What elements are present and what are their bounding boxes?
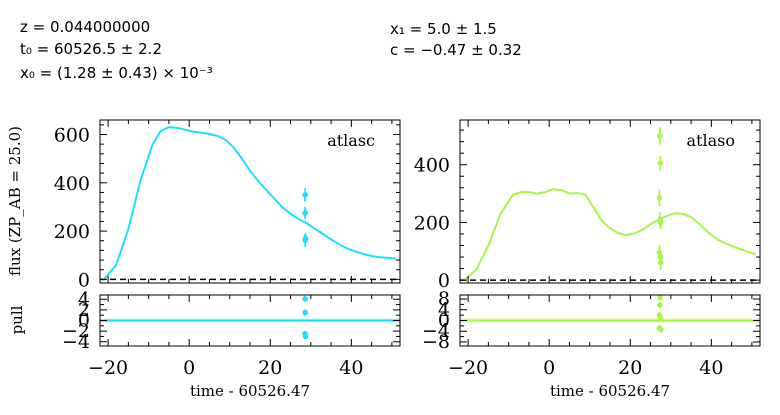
param-z: z = 0.044000000 (20, 18, 151, 36)
data-point (657, 133, 663, 139)
pull-y-tick-label: −2 (62, 320, 90, 342)
pull-point (657, 315, 664, 322)
data-point (302, 210, 308, 216)
pull-point (657, 295, 664, 301)
x-tick-label: 40 (699, 357, 723, 379)
y-tick-label: 0 (438, 270, 450, 292)
model-curve (463, 188, 757, 281)
x-tick-label: −20 (88, 357, 128, 379)
data-point (657, 219, 664, 226)
pull-plot-area (100, 295, 400, 340)
pull-y-tick-label: 4 (78, 288, 90, 310)
y-tick-label: 600 (54, 124, 90, 146)
y-tick-label: 200 (54, 221, 90, 243)
panel-atlaso (459, 119, 761, 347)
x-tick-label: 0 (183, 357, 195, 379)
pull-y-tick-label: 0 (438, 310, 450, 332)
main-plot-area (460, 127, 760, 281)
pull-axis-label: pull (8, 305, 26, 334)
pull-y-tick-label: −8 (422, 331, 450, 353)
pull-y-tick-label: 2 (78, 299, 90, 321)
x-tick-label: 20 (618, 357, 642, 379)
pull-y-tick-label: 0 (78, 310, 90, 332)
pull-point (302, 295, 308, 302)
y-axis-label: flux (ZP_AB = 25.0) (6, 126, 24, 276)
data-point (302, 235, 309, 242)
x-tick-label: 20 (258, 357, 282, 379)
band-label: atlaso (687, 131, 735, 150)
data-point (656, 195, 663, 201)
x-tick-label: 0 (543, 357, 555, 379)
pull-point (657, 302, 663, 308)
data-point (657, 260, 664, 266)
panel-atlasc (99, 119, 401, 347)
band-label: atlasc (327, 131, 375, 150)
pull-y-tick-label: −4 (422, 320, 450, 342)
pull-plot-area (460, 295, 760, 333)
pull-y-tick-label: 8 (438, 288, 450, 310)
param-t0: t₀ = 60526.5 ± 2.2 (20, 40, 162, 58)
x-axis-label: time - 60526.47 (190, 382, 310, 400)
y-tick-label: 400 (414, 155, 450, 177)
data-point (657, 160, 664, 167)
x-axis-label: time - 60526.47 (550, 382, 670, 400)
pull-point (657, 326, 664, 333)
y-tick-label: 0 (78, 269, 90, 291)
pull-point (302, 333, 309, 340)
param-c: c = −0.47 ± 0.32 (390, 41, 522, 59)
param-x0: x₀ = (1.28 ± 0.43) × 10⁻³ (20, 64, 213, 82)
main-plot-area (100, 126, 400, 281)
x-tick-label: 40 (339, 357, 363, 379)
pull-y-tick-label: 4 (438, 299, 450, 321)
y-tick-label: 200 (414, 212, 450, 234)
data-point (302, 192, 308, 198)
x-tick-label: −20 (448, 357, 488, 379)
pull-y-tick-label: −4 (62, 331, 90, 353)
model-curve (103, 126, 396, 281)
param-x1: x₁ = 5.0 ± 1.5 (390, 20, 497, 38)
pull-point (302, 309, 308, 316)
y-tick-label: 400 (54, 173, 90, 195)
